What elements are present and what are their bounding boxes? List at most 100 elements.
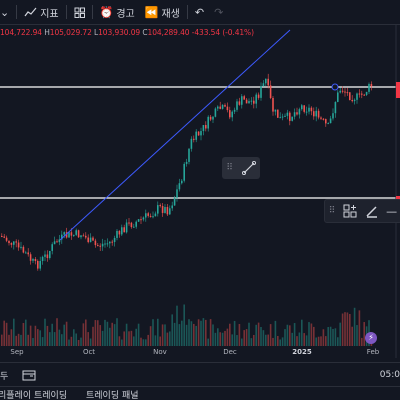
candle-body bbox=[118, 230, 121, 235]
volume-bar bbox=[188, 319, 190, 346]
candle-body bbox=[149, 215, 152, 217]
volume-bar bbox=[99, 325, 101, 346]
candle-body bbox=[8, 240, 10, 244]
tab-replay-trading[interactable]: 리플레이 트레이딩 bbox=[0, 391, 68, 400]
volume-bar bbox=[274, 320, 277, 346]
toolbar-partial-button[interactable]: ⌄ bbox=[0, 0, 14, 24]
tab-trading-panel[interactable]: 트레이딩 패널 bbox=[86, 391, 139, 400]
candle-body bbox=[253, 100, 255, 104]
candle-body bbox=[140, 219, 142, 221]
volume-bar bbox=[353, 307, 356, 346]
candle-body bbox=[221, 104, 224, 109]
time-axis[interactable]: Sep Oct Nov Dec 2025 Feb bbox=[0, 344, 400, 360]
trendline-tool-button[interactable]: ⠿ bbox=[222, 157, 260, 179]
calendar-range-icon[interactable] bbox=[22, 369, 36, 381]
toolbar-divider bbox=[91, 5, 93, 19]
candle-body bbox=[279, 117, 281, 119]
volume-bar bbox=[296, 336, 298, 346]
candle-body bbox=[130, 222, 133, 228]
volume-bar bbox=[8, 334, 10, 346]
ohlc-high-prefix: H bbox=[44, 28, 50, 37]
clock-time: 05:0 bbox=[379, 370, 400, 380]
volume-bar bbox=[226, 328, 229, 346]
candle-body bbox=[109, 241, 111, 244]
candle-body bbox=[32, 259, 34, 261]
lightning-icon[interactable]: ⚡ bbox=[365, 332, 377, 344]
undo-button[interactable]: ↶ bbox=[190, 0, 209, 24]
redo-button[interactable]: ↷ bbox=[209, 0, 228, 24]
candle-body bbox=[341, 90, 344, 92]
replay-button[interactable]: ⏪ 재생 bbox=[140, 0, 185, 24]
volume-bar bbox=[178, 324, 181, 346]
pencil-icon[interactable] bbox=[365, 204, 379, 218]
candle-body bbox=[181, 180, 183, 184]
candle-body bbox=[5, 237, 8, 241]
candle-body bbox=[315, 110, 317, 117]
volume-bar bbox=[255, 324, 257, 346]
volume-bar bbox=[190, 321, 193, 346]
volume-bar bbox=[113, 324, 116, 346]
candle-body bbox=[241, 96, 243, 105]
volume-bar bbox=[320, 336, 322, 346]
candle-body bbox=[317, 110, 320, 118]
candle-body bbox=[25, 252, 27, 254]
volume-bar bbox=[243, 330, 245, 346]
volume-bar bbox=[346, 312, 349, 346]
volume-bar bbox=[325, 336, 327, 346]
candle-body bbox=[145, 213, 147, 218]
price-chart[interactable] bbox=[0, 24, 400, 358]
alarm-clock-icon: ⏰ bbox=[99, 5, 114, 19]
minus-icon[interactable]: — bbox=[386, 204, 398, 218]
candle-body bbox=[1, 236, 3, 237]
candle-body bbox=[183, 163, 185, 181]
volume-bar bbox=[58, 329, 61, 346]
volume-bar bbox=[89, 338, 92, 346]
candle-body bbox=[327, 123, 329, 125]
candle-body bbox=[313, 111, 315, 117]
candle-body bbox=[70, 232, 73, 236]
volume-bar bbox=[82, 323, 85, 346]
candle-body bbox=[322, 118, 325, 120]
volume-bar bbox=[315, 337, 317, 346]
drag-handle-icon[interactable]: ⠿ bbox=[328, 206, 336, 216]
volume-bar bbox=[212, 324, 214, 346]
volume-bar bbox=[250, 338, 253, 346]
candle-body bbox=[166, 207, 169, 215]
candle-body bbox=[356, 93, 358, 100]
candle-body bbox=[53, 241, 56, 245]
volume-bar bbox=[92, 326, 94, 346]
layout-button[interactable] bbox=[69, 0, 90, 24]
candle-body bbox=[286, 112, 289, 116]
candle-body bbox=[58, 239, 61, 243]
candle-body bbox=[161, 206, 164, 213]
x-tick-label: 2025 bbox=[292, 348, 312, 356]
volume-bar bbox=[137, 323, 140, 346]
candle-body bbox=[169, 208, 171, 215]
volume-bar bbox=[123, 331, 125, 346]
volume-bar bbox=[27, 334, 29, 346]
candle-body bbox=[63, 232, 65, 235]
volume-bar bbox=[87, 332, 89, 346]
add-object-icon[interactable] bbox=[343, 204, 357, 218]
candle-body bbox=[123, 227, 125, 233]
candle-body bbox=[248, 101, 250, 104]
volume-bar bbox=[73, 329, 75, 346]
volume-bar bbox=[157, 318, 159, 346]
drag-handle-icon: ⠿ bbox=[226, 163, 233, 173]
candle-body bbox=[164, 207, 166, 213]
alert-button[interactable]: ⏰ 경고 bbox=[95, 0, 140, 24]
volume-bar bbox=[286, 324, 289, 346]
volume-bar bbox=[164, 324, 166, 346]
candle-body bbox=[298, 109, 301, 115]
volume-bar bbox=[349, 313, 351, 346]
candle-body bbox=[10, 243, 13, 245]
indicators-label: 지표 bbox=[40, 8, 59, 20]
volume-bar bbox=[334, 328, 337, 346]
timeframe-label[interactable]: 두 bbox=[0, 371, 9, 382]
indicators-button[interactable]: 지표 bbox=[19, 0, 63, 24]
candle-body bbox=[190, 138, 193, 149]
volume-bar bbox=[173, 322, 176, 346]
volume-bar bbox=[277, 335, 279, 346]
candle-body bbox=[106, 243, 109, 245]
candle-body bbox=[233, 109, 236, 112]
